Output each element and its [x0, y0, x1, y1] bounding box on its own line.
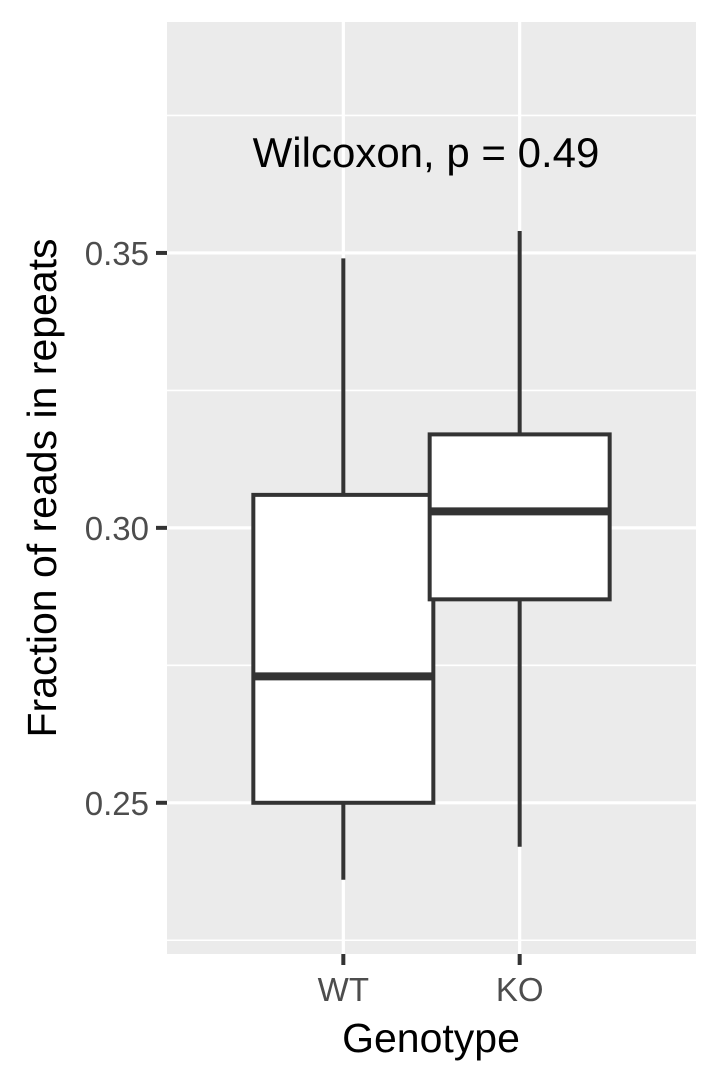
y-tick-label: 0.35	[85, 235, 149, 272]
box-ko	[427, 230, 612, 847]
box-iqr	[251, 492, 436, 805]
x-tick-label: WT	[318, 971, 369, 1008]
x-axis-title: Genotype	[342, 1015, 520, 1061]
x-tick-label: KO	[496, 971, 544, 1008]
y-tick-label: 0.25	[85, 785, 149, 822]
box-iqr	[427, 432, 612, 602]
box-wt	[251, 258, 436, 880]
x-axis: WT KO	[318, 954, 544, 1008]
y-axis: 0.25 0.30 0.35	[85, 235, 167, 822]
test-annotation: Wilcoxon, p = 0.49	[253, 129, 600, 176]
y-axis-title: Fraction of reads in repeats	[19, 238, 65, 737]
boxes	[251, 230, 612, 880]
y-tick-label: 0.30	[85, 510, 149, 547]
